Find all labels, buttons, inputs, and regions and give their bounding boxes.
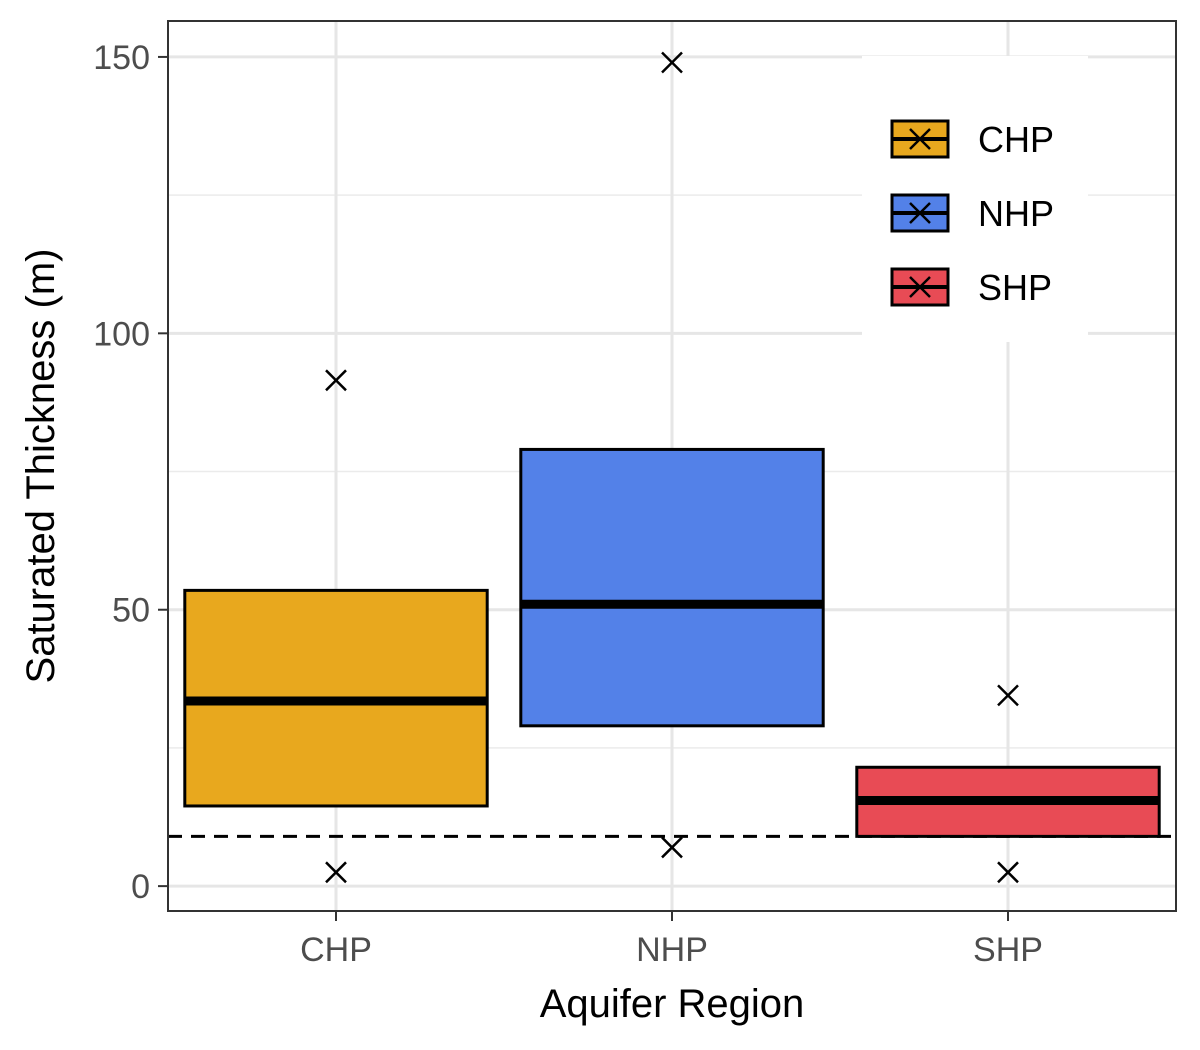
box-chp xyxy=(183,588,489,808)
x-tick-label-chp: CHP xyxy=(300,931,372,969)
legend-label: NHP xyxy=(978,193,1054,234)
boxes xyxy=(183,447,1161,838)
y-tick-label: 150 xyxy=(93,39,150,77)
outlier-markers xyxy=(325,51,1019,884)
x-axis-ticks: CHP NHP SHP xyxy=(300,911,1043,969)
x-tick-label-shp: SHP xyxy=(973,931,1043,969)
legend-label: CHP xyxy=(978,119,1054,160)
lower-mark-shp xyxy=(997,861,1019,884)
legend-item-nhp: NHP xyxy=(890,193,1054,234)
legend-key-cross-icon xyxy=(909,128,931,150)
legend-key-cross-icon xyxy=(909,276,931,298)
legend: CHP NHP SHP xyxy=(862,56,1088,342)
x-tick-label-nhp: NHP xyxy=(636,931,708,969)
legend-item-chp: CHP xyxy=(890,119,1054,160)
y-axis-ticks: 0 50 100 150 xyxy=(93,39,168,906)
upper-mark-nhp xyxy=(661,51,683,74)
upper-mark-chp xyxy=(325,369,347,392)
lower-mark-chp xyxy=(325,861,347,884)
y-tick-label: 50 xyxy=(112,592,150,630)
legend-item-shp: SHP xyxy=(890,267,1052,308)
y-tick-label: 100 xyxy=(93,315,150,353)
box-nhp xyxy=(519,447,825,728)
x-axis-title: Aquifer Region xyxy=(540,982,805,1026)
box-body xyxy=(519,447,825,728)
legend-label: SHP xyxy=(978,267,1052,308)
y-axis-title: Saturated Thickness (m) xyxy=(19,249,63,684)
y-tick-label: 0 xyxy=(131,868,150,906)
legend-key-cross-icon xyxy=(909,202,931,224)
lower-mark-nhp xyxy=(661,836,683,859)
box-shp xyxy=(855,765,1161,838)
upper-mark-shp xyxy=(997,684,1019,707)
